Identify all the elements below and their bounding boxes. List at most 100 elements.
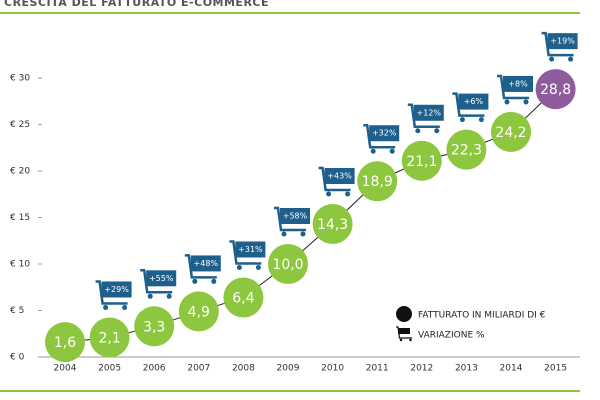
pct-label: +6% <box>464 97 484 106</box>
bubble <box>223 277 264 318</box>
cart-wheel <box>236 264 242 270</box>
cart-box <box>101 281 132 298</box>
cart-box <box>369 125 400 142</box>
cart-box <box>503 75 533 92</box>
pct-label: +31% <box>238 245 263 254</box>
bubble <box>134 306 175 347</box>
legend-label: VARIAZIONE % <box>418 331 485 341</box>
pct-label: +55% <box>149 274 174 283</box>
cart-wheel <box>281 231 287 237</box>
cart-wheel <box>211 278 217 284</box>
legend-cart-box <box>398 328 410 334</box>
cart-frame <box>452 92 485 117</box>
bubble <box>401 140 442 181</box>
cart-frame <box>140 269 173 294</box>
cart-wheel <box>523 99 529 105</box>
bubble <box>45 322 85 363</box>
cart-wheel <box>568 56 574 62</box>
bubble <box>357 161 398 202</box>
cart-wheel <box>300 231 306 237</box>
cart-frame <box>407 103 440 129</box>
cart-frame <box>363 123 396 149</box>
x-tick-label: 2007 <box>187 364 210 374</box>
y-tick-label: € 5 <box>10 306 24 316</box>
bubble <box>446 129 487 170</box>
bubble <box>491 111 531 152</box>
x-tick-label: 2009 <box>277 364 300 374</box>
pct-label: +48% <box>194 259 219 268</box>
cart-wheel <box>345 191 351 197</box>
cart-frame <box>95 280 128 305</box>
legend-label: FATTURATO IN MILIARDI DI € <box>418 311 546 321</box>
value-label: 21,1 <box>406 154 437 170</box>
x-tick-label: 2015 <box>544 364 567 374</box>
value-label: 14,3 <box>317 217 348 233</box>
x-tick-label: 2004 <box>54 364 77 374</box>
pct-label: +58% <box>283 212 308 221</box>
cart-box <box>547 33 578 50</box>
y-tick-label: € 20 <box>10 167 30 177</box>
cart <box>497 74 529 105</box>
cart <box>452 92 485 123</box>
pct-label: +19% <box>550 37 575 46</box>
cart-wheel <box>409 338 412 342</box>
cart-wheel <box>399 338 403 342</box>
x-tick-label: 2006 <box>143 364 166 374</box>
cart-wheel <box>549 56 555 62</box>
cart-wheel <box>192 278 198 284</box>
cart-wheel <box>326 191 332 197</box>
cart-frame <box>541 31 574 57</box>
cart-wheel <box>147 293 153 299</box>
chart-title: CRESCITA DEL FATTURATO E-COMMERCE <box>4 0 269 9</box>
cart-wheel <box>122 304 128 310</box>
pct-label: +29% <box>104 285 129 294</box>
cart-wheel <box>478 117 484 123</box>
value-label: 28,8 <box>540 82 571 98</box>
cart-frame <box>274 206 306 232</box>
x-tick-label: 2013 <box>455 364 478 374</box>
legend-marker <box>396 306 412 322</box>
cart-wheel <box>459 117 465 123</box>
value-label: 4,9 <box>188 304 210 320</box>
value-label: 6,4 <box>232 290 254 306</box>
y-tick-label: € 0 <box>10 353 25 363</box>
bubble <box>312 204 353 245</box>
cart-frame <box>497 74 529 100</box>
value-label: 1,6 <box>54 335 76 351</box>
cart-wheel <box>103 304 109 310</box>
value-label: 18,9 <box>362 174 393 190</box>
cart <box>407 103 440 134</box>
cart-wheel <box>434 128 440 134</box>
bubble <box>89 317 130 358</box>
cart-box <box>458 93 489 110</box>
x-tick-label: 2005 <box>98 364 121 374</box>
y-tick-label: € 30 <box>10 74 30 84</box>
bubble <box>535 69 576 110</box>
x-tick-label: 2011 <box>366 364 389 374</box>
cart-frame <box>318 166 351 192</box>
cart-frame <box>184 254 217 279</box>
cart <box>541 31 574 62</box>
cart <box>363 123 396 154</box>
cart-box <box>190 255 221 272</box>
cart <box>140 269 173 299</box>
x-tick-label: 2014 <box>500 364 523 374</box>
pct-label: +12% <box>417 108 442 117</box>
cart-box <box>146 270 177 287</box>
value-label: 3,3 <box>143 319 165 335</box>
value-label: 2,1 <box>98 330 120 346</box>
cart-box <box>413 104 444 121</box>
pct-label: +43% <box>327 172 352 181</box>
cart-wheel <box>255 264 261 270</box>
y-tick-label: € 15 <box>10 213 30 223</box>
cart <box>274 206 306 237</box>
cart-box <box>280 208 310 224</box>
cart <box>318 166 351 197</box>
bubble <box>178 291 219 332</box>
cart-box <box>324 168 355 185</box>
cart-frame <box>229 240 262 265</box>
line <box>64 88 556 343</box>
x-tick-label: 2008 <box>232 364 255 374</box>
cart-wheel <box>389 148 395 154</box>
